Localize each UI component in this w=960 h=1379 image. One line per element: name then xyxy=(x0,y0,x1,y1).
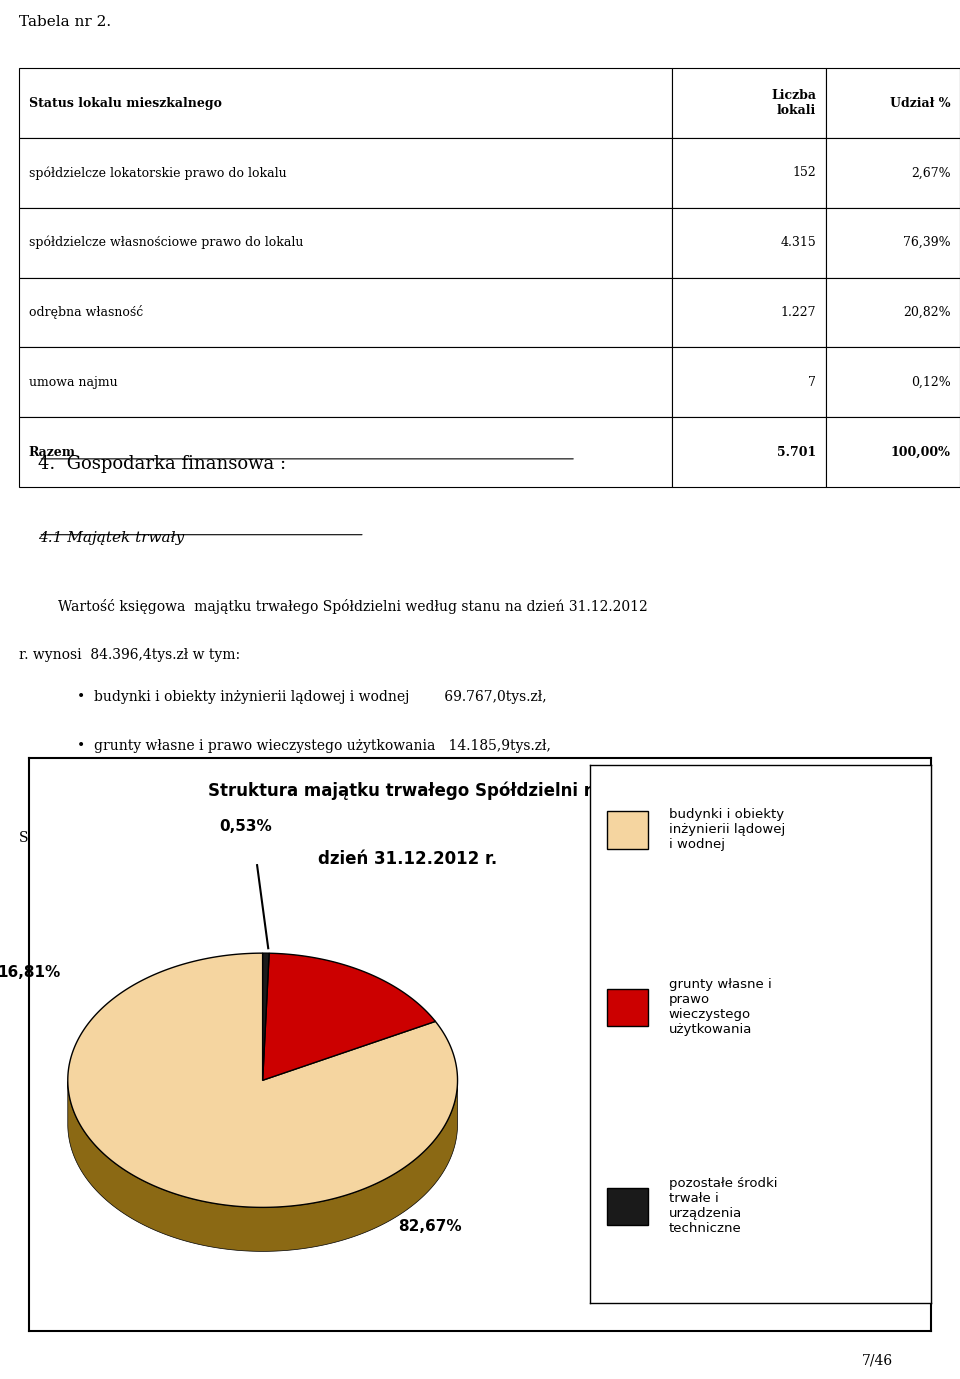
Text: 5.701: 5.701 xyxy=(777,445,816,459)
Text: 152: 152 xyxy=(792,167,816,179)
Text: budynki i obiekty
inżynierii lądowej
i wodnej: budynki i obiekty inżynierii lądowej i w… xyxy=(669,808,785,851)
Text: Udział %: Udział % xyxy=(890,97,950,110)
Text: spółdzielcze własnościowe prawo do lokalu: spółdzielcze własnościowe prawo do lokal… xyxy=(29,236,303,250)
FancyBboxPatch shape xyxy=(672,277,826,348)
Text: 4.315: 4.315 xyxy=(780,236,816,250)
Text: Liczba
lokali: Liczba lokali xyxy=(771,90,816,117)
Text: r. wynosi  84.396,4tys.zł w tym:: r. wynosi 84.396,4tys.zł w tym: xyxy=(19,648,240,662)
FancyBboxPatch shape xyxy=(19,348,672,416)
Polygon shape xyxy=(263,953,269,1080)
Text: 4.  Gospodarka finansowa :: 4. Gospodarka finansowa : xyxy=(38,455,286,473)
Text: •  pozostałe środki trwałe i urządzenia techniczne        443,5tys.zł.: • pozostałe środki trwałe i urządzenia t… xyxy=(77,789,546,804)
Text: 7: 7 xyxy=(808,375,816,389)
FancyBboxPatch shape xyxy=(826,348,960,416)
FancyBboxPatch shape xyxy=(672,208,826,277)
Text: umowa najmu: umowa najmu xyxy=(29,375,117,389)
Text: Wartość księgowa  majątku trwałego Spółdzielni według stanu na dzień 31.12.2012: Wartość księgowa majątku trwałego Spółdz… xyxy=(58,598,647,614)
Text: Status lokalu mieszkalnego: Status lokalu mieszkalnego xyxy=(29,97,222,110)
FancyBboxPatch shape xyxy=(826,68,960,138)
FancyBboxPatch shape xyxy=(608,989,648,1026)
Text: grunty własne i
prawo
wieczystego
użytkowania: grunty własne i prawo wieczystego użytko… xyxy=(669,978,772,1037)
FancyBboxPatch shape xyxy=(608,1187,648,1225)
Text: 20,82%: 20,82% xyxy=(902,306,950,319)
Text: Strukturę majątku przedstawia: Strukturę majątku przedstawia xyxy=(19,830,244,844)
Text: 7/46: 7/46 xyxy=(862,1354,893,1368)
Polygon shape xyxy=(68,953,458,1208)
Text: 2,67%: 2,67% xyxy=(911,167,950,179)
FancyBboxPatch shape xyxy=(672,68,826,138)
Text: 82,67%: 82,67% xyxy=(397,1219,462,1234)
FancyBboxPatch shape xyxy=(672,348,826,416)
Text: 0,12%: 0,12% xyxy=(911,375,950,389)
FancyBboxPatch shape xyxy=(19,68,672,138)
Polygon shape xyxy=(68,1081,458,1251)
Text: 0,53%: 0,53% xyxy=(220,819,273,833)
Text: Wykres nr 2.: Wykres nr 2. xyxy=(19,899,127,913)
FancyBboxPatch shape xyxy=(608,811,648,848)
Text: •  budynki i obiekty inżynierii lądowej i wodnej        69.767,0tys.zł,: • budynki i obiekty inżynierii lądowej i… xyxy=(77,690,546,705)
Text: 100,00%: 100,00% xyxy=(891,445,950,459)
Text: odrębna własność: odrębna własność xyxy=(29,306,143,320)
Text: wykres nr 2.: wykres nr 2. xyxy=(422,830,517,844)
Text: Struktura majątku trwałego Spółdzielni na: Struktura majątku trwałego Spółdzielni n… xyxy=(208,782,607,800)
FancyBboxPatch shape xyxy=(19,416,672,487)
FancyBboxPatch shape xyxy=(19,208,672,277)
FancyBboxPatch shape xyxy=(826,277,960,348)
Text: 1.227: 1.227 xyxy=(780,306,816,319)
Text: 16,81%: 16,81% xyxy=(0,965,60,980)
Text: Tabela nr 2.: Tabela nr 2. xyxy=(19,15,111,29)
FancyBboxPatch shape xyxy=(826,138,960,208)
FancyBboxPatch shape xyxy=(826,416,960,487)
Text: pozostałe środki
trwałe i
urządzenia
techniczne: pozostałe środki trwałe i urządzenia tec… xyxy=(669,1178,778,1236)
Text: 4.1 Majątek trwały: 4.1 Majątek trwały xyxy=(38,531,184,545)
Text: Razem: Razem xyxy=(29,445,76,459)
Polygon shape xyxy=(263,953,436,1080)
Text: 76,39%: 76,39% xyxy=(902,236,950,250)
FancyBboxPatch shape xyxy=(672,138,826,208)
Text: dzień 31.12.2012 r.: dzień 31.12.2012 r. xyxy=(318,849,497,867)
FancyBboxPatch shape xyxy=(826,208,960,277)
Text: spółdzielcze lokatorskie prawo do lokalu: spółdzielcze lokatorskie prawo do lokalu xyxy=(29,167,286,179)
Text: •  grunty własne i prawo wieczystego użytkowania   14.185,9tys.zł,: • grunty własne i prawo wieczystego użyt… xyxy=(77,739,551,753)
FancyBboxPatch shape xyxy=(19,277,672,348)
FancyBboxPatch shape xyxy=(19,138,672,208)
FancyBboxPatch shape xyxy=(672,416,826,487)
